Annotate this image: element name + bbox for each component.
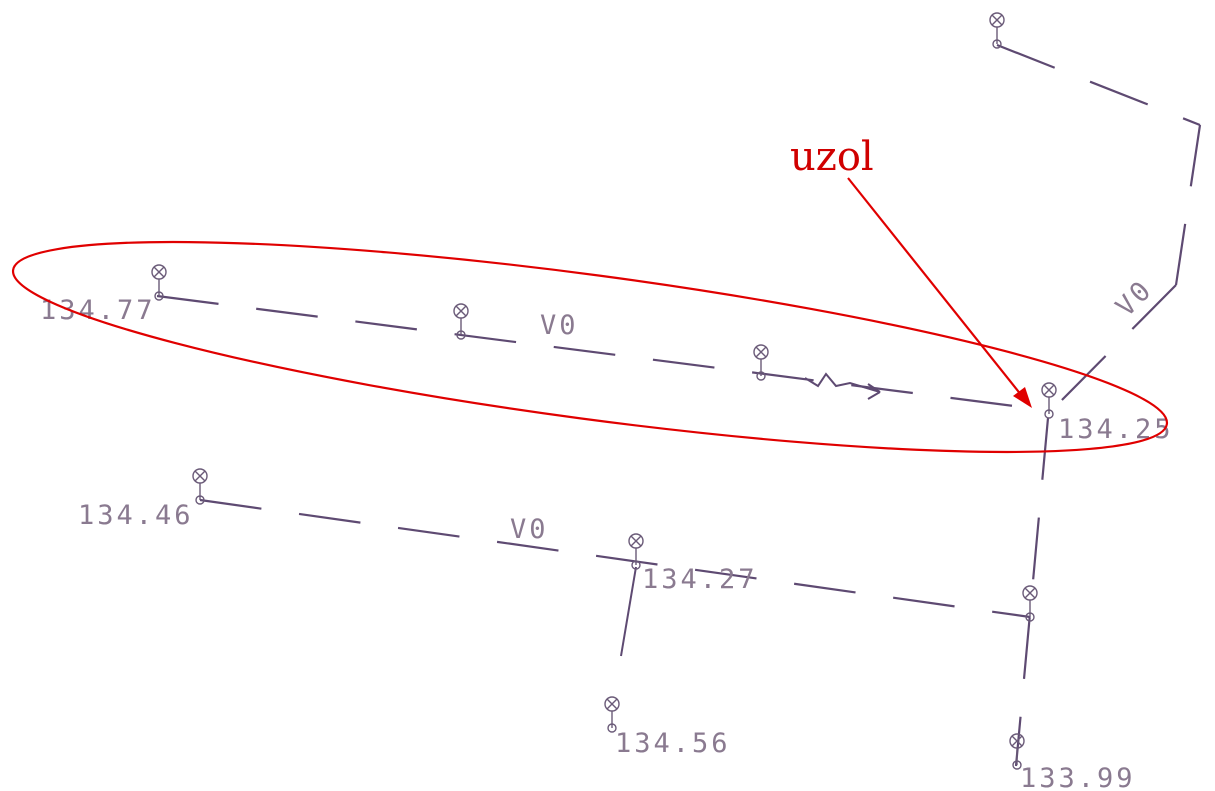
line-label: V0 [540,310,579,341]
highlight-ellipse [11,240,1169,454]
elevation: 134.56 [615,728,731,759]
pipe [199,498,1031,619]
manhole [628,533,644,570]
manhole [151,264,167,301]
annotation: uzol [11,134,1169,454]
annotation-label: uzol [790,134,874,180]
manhole [453,303,469,340]
pipe [1174,124,1202,286]
pipe [996,43,1201,127]
labels: 134.77 134.25 134.46 134.27 134.56 133.9… [40,274,1174,791]
elevation: 134.25 [1058,414,1174,445]
manhole [192,468,208,505]
manhole [1022,585,1038,622]
pipe [620,566,637,657]
pipe [1014,417,1050,767]
manhole [989,12,1005,49]
elevation: 134.27 [642,564,758,595]
arrow-head [1013,387,1032,408]
manhole [753,344,769,381]
manhole [1041,382,1057,419]
flow-arrow [867,391,881,400]
line-label: V0 [510,514,549,545]
manholes [151,12,1057,770]
pipe [1057,284,1177,405]
manhole [1009,733,1025,770]
pipes [156,43,1202,767]
manhole [604,696,620,733]
pipe [156,294,1046,412]
elevation: 134.46 [78,500,194,531]
elevation: 133.99 [1020,763,1136,791]
annotation-arrow [847,177,1023,397]
